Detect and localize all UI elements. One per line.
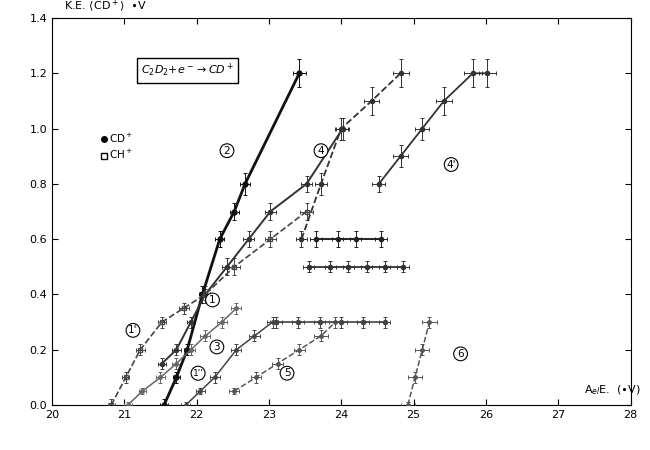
Text: 3: 3: [214, 342, 220, 352]
Text: 1: 1: [209, 295, 216, 305]
Text: 4': 4': [447, 159, 456, 170]
Text: 5: 5: [283, 368, 291, 378]
Text: A$_{el}$E.  ($\bullet$V): A$_{el}$E. ($\bullet$V): [584, 384, 641, 397]
Text: 4: 4: [318, 146, 324, 156]
Text: $\mathit{C_2D_2}$$+$$\mathit{e}^-$$\rightarrow$$\mathit{CD}^+$: $\mathit{C_2D_2}$$+$$\mathit{e}^-$$\righ…: [141, 62, 235, 79]
Text: 2: 2: [224, 146, 230, 156]
Legend: CD$^+$, CH$^+$: CD$^+$, CH$^+$: [98, 128, 137, 165]
Text: 6: 6: [457, 349, 464, 359]
Text: K.E. $\langle$CD$^+\rangle$  $\bullet$V: K.E. $\langle$CD$^+\rangle$ $\bullet$V: [64, 0, 147, 14]
Text: 1'': 1'': [192, 369, 203, 378]
Text: 1': 1': [128, 325, 138, 335]
